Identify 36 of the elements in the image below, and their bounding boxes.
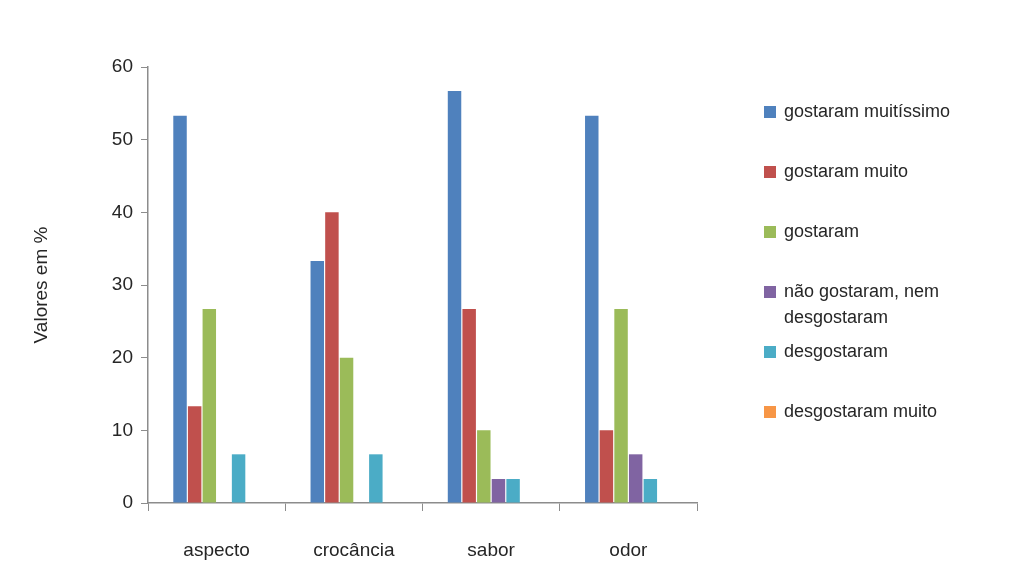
bar xyxy=(369,454,383,503)
bar xyxy=(462,308,476,503)
x-tick-label: sabor xyxy=(467,538,516,560)
legend-label: desgostaram muito xyxy=(784,400,938,421)
y-tick-label: 10 xyxy=(111,418,133,440)
legend-label: gostaram muito xyxy=(784,160,909,181)
bar xyxy=(173,115,187,503)
x-tick-label: odor xyxy=(609,538,649,560)
bar xyxy=(628,454,643,503)
bar xyxy=(491,479,506,503)
y-tick-label: 0 xyxy=(122,491,133,513)
y-tick-label: 40 xyxy=(111,200,133,222)
x-tick-label: crocância xyxy=(313,538,395,560)
bar xyxy=(325,212,339,503)
bar xyxy=(643,479,658,503)
bar xyxy=(187,406,202,503)
legend-label: não gostaram, nem desgostaram xyxy=(784,280,940,327)
legend-label: gostaram xyxy=(784,220,860,241)
bar xyxy=(506,479,520,503)
bar xyxy=(339,357,354,503)
y-tick-label: 30 xyxy=(111,273,133,295)
y-tick-label: 60 xyxy=(111,55,133,77)
bar xyxy=(599,430,614,503)
bar xyxy=(231,454,246,503)
legend-label: desgostaram xyxy=(784,340,889,361)
y-tick-label: 50 xyxy=(111,127,133,149)
bar xyxy=(447,90,462,503)
x-tick-label: aspecto xyxy=(183,538,250,560)
bar xyxy=(477,430,491,503)
bar xyxy=(310,261,325,503)
y-axis-title: Valores em % xyxy=(29,226,51,344)
legend-label: gostaram muitíssimo xyxy=(784,100,951,121)
bar xyxy=(202,308,217,503)
y-tick-label: 20 xyxy=(111,345,133,367)
bar xyxy=(614,308,628,503)
bar xyxy=(585,115,599,503)
